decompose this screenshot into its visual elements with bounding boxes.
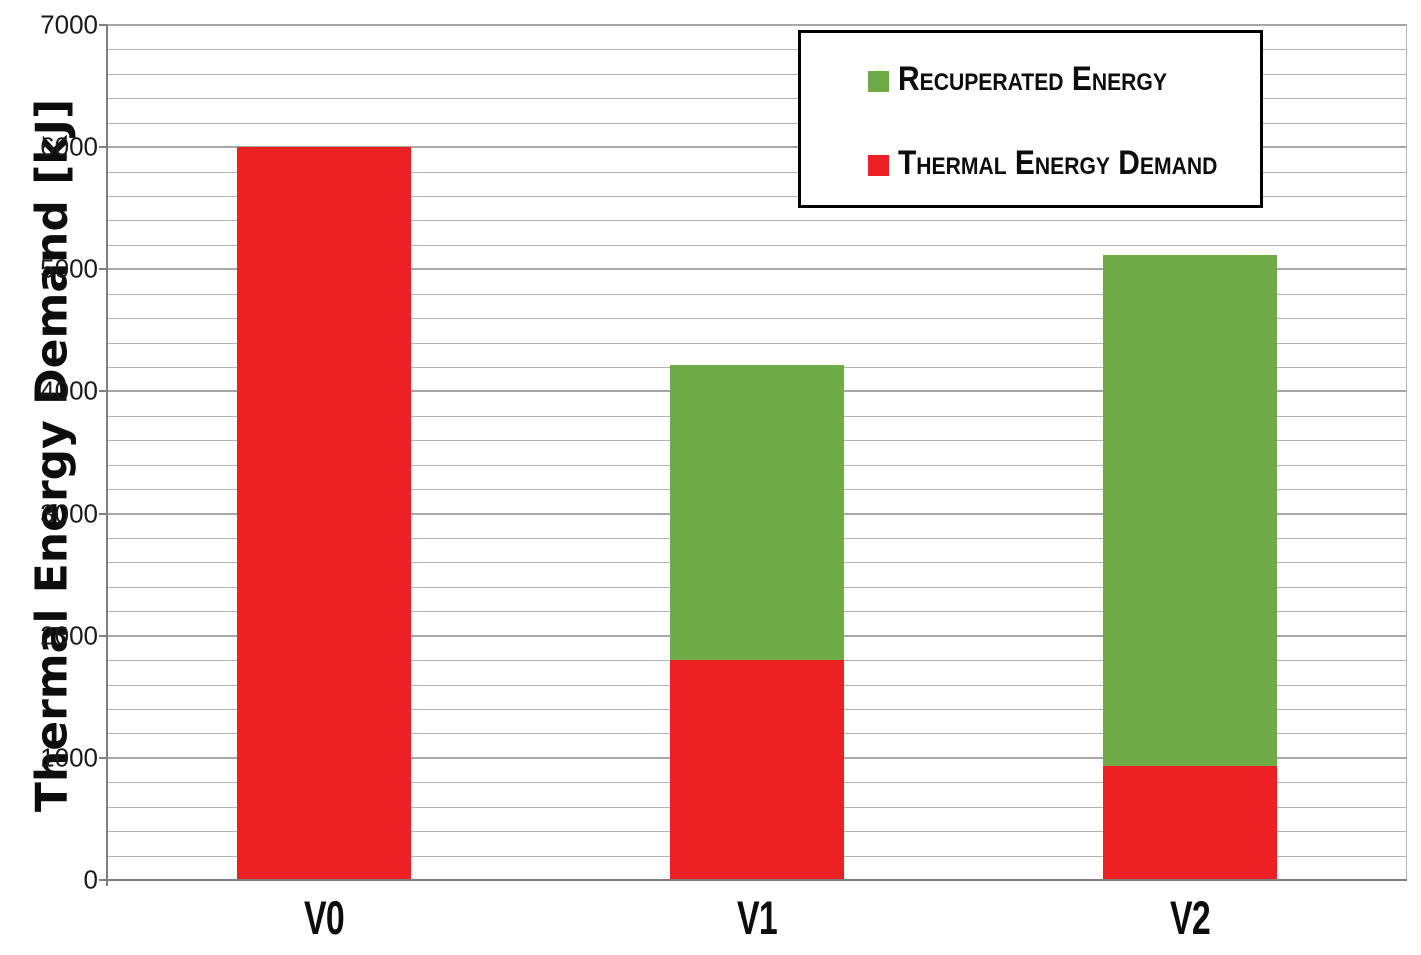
legend-swatch-green [868, 70, 889, 92]
legend-item-recuperated-energy: Recuperated Energy [868, 62, 1204, 96]
y-tick-label: 5000 [40, 253, 98, 284]
gridline-major [107, 268, 1407, 271]
legend-item-thermal-energy-demand: Thermal Energy Demand [868, 146, 1261, 180]
x-category-label-v0: V0 [303, 891, 345, 944]
gridline-major [107, 146, 1407, 149]
gridline-minor [107, 293, 1407, 295]
y-tick-label: 7000 [40, 9, 98, 40]
y-tick-mark [99, 879, 107, 881]
y-tick-mark [99, 634, 107, 637]
y-tick-mark [99, 146, 107, 149]
gridline-minor [107, 244, 1407, 246]
y-tick-mark [99, 512, 107, 515]
y-tick-label: 6000 [40, 131, 98, 162]
x-category-label-v1: V1 [737, 891, 778, 944]
plot-area [107, 24, 1407, 880]
gridline-minor [107, 196, 1407, 197]
y-tick-mark [99, 268, 107, 271]
bar-segment-v2-recuperated-energy [1103, 254, 1278, 767]
y-tick-label: 0 [83, 864, 98, 895]
gridline-minor [107, 318, 1407, 320]
y-tick-label: 3000 [40, 498, 98, 529]
gridline-minor [107, 342, 1407, 344]
bar-segment-v1-recuperated-energy [670, 364, 844, 661]
legend-box: Recuperated Energy Thermal Energy Demand [798, 30, 1263, 208]
y-tick-mark [99, 756, 107, 759]
plot-right-border [1406, 25, 1407, 880]
gridline-minor [107, 171, 1407, 173]
y-tick-mark [99, 24, 107, 26]
gridline-minor [107, 98, 1407, 100]
legend-label: Thermal Energy Demand [898, 144, 1218, 182]
y-axis-line [106, 25, 108, 886]
y-tick-label: 2000 [40, 620, 98, 651]
y-tick-label: 4000 [40, 375, 98, 406]
y-tick-label: 1000 [40, 742, 98, 773]
gridline-major [107, 24, 1407, 26]
gridline-minor [107, 49, 1407, 51]
bar-segment-v0-thermal-energy-demand [236, 147, 411, 880]
bar-segment-v1-thermal-energy-demand [670, 660, 844, 880]
x-axis-line [99, 879, 1407, 881]
legend-label: Recuperated Energy [898, 60, 1167, 98]
x-category-label-v2: V2 [1170, 891, 1211, 944]
gridline-minor [107, 122, 1407, 124]
bar-segment-v2-thermal-energy-demand [1103, 766, 1278, 880]
legend-swatch-red [868, 154, 889, 176]
y-axis-title: Thermal Energy Demand [kJ] [26, 98, 78, 813]
gridline-minor [107, 73, 1407, 75]
y-tick-mark [99, 390, 107, 393]
gridline-minor [107, 220, 1407, 222]
